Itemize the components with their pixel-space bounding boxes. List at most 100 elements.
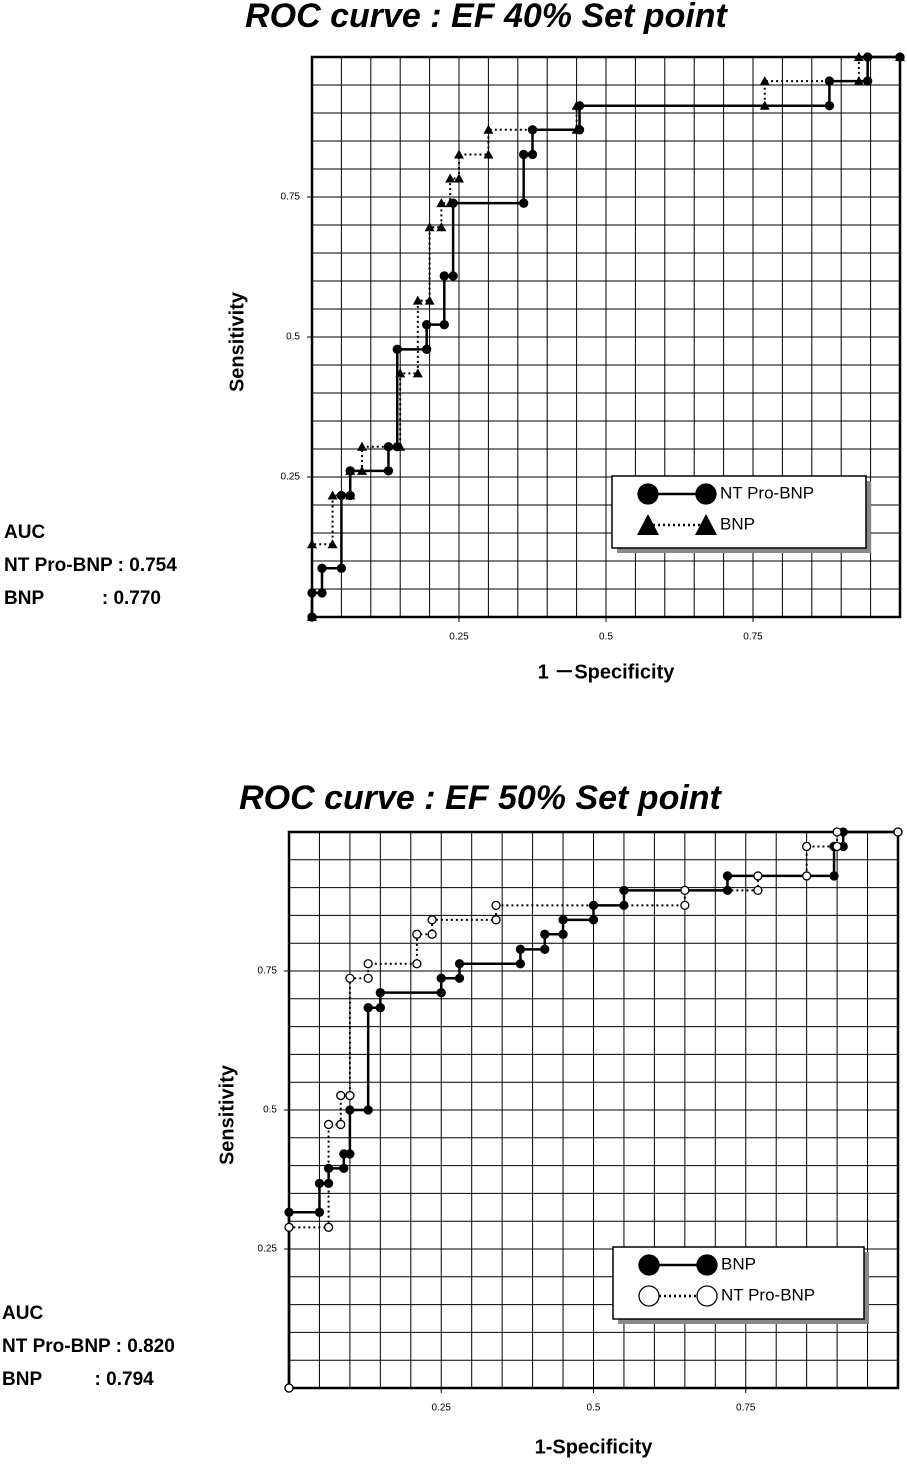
data-point xyxy=(356,441,367,451)
data-point xyxy=(753,871,763,881)
data-point xyxy=(853,52,864,61)
x-tick-label: 0.25 xyxy=(449,632,469,643)
data-point xyxy=(375,1003,386,1013)
data-point xyxy=(412,295,423,305)
legend-marker xyxy=(638,1285,660,1307)
data-point xyxy=(424,222,435,232)
data-point xyxy=(571,124,582,134)
data-point xyxy=(515,944,526,954)
x-axis-label: 1 －Specificity xyxy=(538,661,676,683)
data-point xyxy=(345,1149,355,1159)
data-point xyxy=(454,149,464,159)
auc-annotation: AUC xyxy=(4,522,45,543)
data-point xyxy=(395,441,406,451)
legend-label: NT Pro-BNP xyxy=(721,1285,815,1304)
chart-title: ROC curve : EF 40% Set point xyxy=(245,0,728,35)
data-point xyxy=(284,1207,294,1217)
data-point xyxy=(515,959,526,969)
data-point xyxy=(317,563,327,573)
data-point xyxy=(424,295,435,305)
x-tick-label: 0.75 xyxy=(743,632,763,643)
x-tick-label: 0.75 xyxy=(736,1403,756,1414)
y-tick-label: 0.5 xyxy=(263,1105,277,1116)
data-point xyxy=(439,271,449,281)
data-point xyxy=(345,465,356,475)
auc-annotation: NT Pro-BNP : 0.820 xyxy=(2,1336,175,1357)
legend-marker xyxy=(638,1254,660,1276)
data-point xyxy=(363,1003,373,1013)
data-point xyxy=(619,885,629,896)
data-point xyxy=(356,465,367,475)
data-point xyxy=(363,1105,373,1115)
data-point xyxy=(527,149,538,160)
data-point xyxy=(491,900,501,911)
data-point xyxy=(327,539,338,549)
data-point xyxy=(483,149,494,159)
data-point xyxy=(307,612,317,621)
x-axis-label: 1-Specificity xyxy=(535,1436,654,1458)
data-point xyxy=(680,900,690,911)
data-point xyxy=(345,973,355,983)
data-point xyxy=(323,1222,334,1232)
data-point xyxy=(558,929,568,939)
data-point xyxy=(454,973,465,983)
data-point xyxy=(314,1207,325,1217)
x-tick-label: 0.5 xyxy=(599,632,613,643)
data-point xyxy=(439,320,449,330)
data-point xyxy=(436,988,446,998)
series-line xyxy=(311,56,900,617)
data-point xyxy=(853,76,864,86)
data-point xyxy=(395,368,406,378)
auc-annotation: BNP : 0.770 xyxy=(4,588,161,609)
data-point xyxy=(345,1105,355,1115)
data-point xyxy=(829,871,839,881)
data-point xyxy=(314,1178,325,1189)
data-point xyxy=(436,973,446,983)
legend-marker xyxy=(695,514,717,535)
data-point xyxy=(412,929,422,939)
data-point xyxy=(759,76,770,86)
data-point xyxy=(802,841,812,852)
data-point xyxy=(363,973,373,983)
data-point xyxy=(336,563,347,573)
data-point xyxy=(824,101,835,111)
data-point xyxy=(519,198,529,208)
data-point xyxy=(383,466,394,476)
y-axis-label: Sensitivity xyxy=(226,291,248,392)
data-point xyxy=(680,885,690,896)
data-point xyxy=(824,76,835,86)
data-point xyxy=(759,100,770,110)
legend-marker xyxy=(696,1254,718,1276)
data-point xyxy=(412,368,423,378)
data-point xyxy=(284,1383,294,1393)
data-point xyxy=(893,827,903,837)
data-point xyxy=(588,915,599,925)
data-point xyxy=(427,915,437,925)
data-point xyxy=(753,885,763,896)
data-point xyxy=(336,1119,346,1130)
data-point xyxy=(317,588,327,598)
data-point xyxy=(832,827,842,837)
data-point xyxy=(339,1163,349,1174)
data-point xyxy=(571,100,582,110)
data-point xyxy=(345,490,356,500)
legend-marker xyxy=(637,483,659,505)
chart-title: ROC curve : EF 50% Set point xyxy=(239,779,722,817)
legend-label: BNP xyxy=(720,514,755,533)
data-point xyxy=(445,173,456,183)
y-tick-label: 0.75 xyxy=(281,192,301,203)
x-tick-label: 0.5 xyxy=(587,1403,601,1414)
data-point xyxy=(422,344,432,354)
data-point xyxy=(327,490,338,500)
data-point xyxy=(863,76,873,86)
data-point xyxy=(363,959,373,969)
y-axis-label: Sensitivity xyxy=(216,1064,238,1165)
data-point xyxy=(412,959,422,969)
x-tick-label: 0.25 xyxy=(432,1403,452,1414)
data-point xyxy=(436,222,447,232)
data-point xyxy=(895,52,905,61)
data-point xyxy=(454,959,465,969)
auc-annotation: BNP : 0.794 xyxy=(2,1369,154,1390)
data-point xyxy=(375,988,386,998)
